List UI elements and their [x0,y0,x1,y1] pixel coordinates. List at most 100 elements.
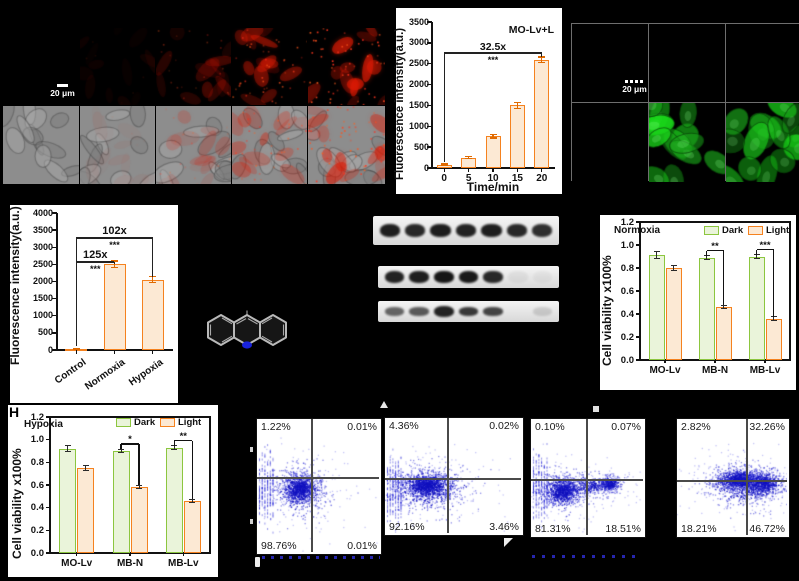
error-cap [64,451,71,453]
bar [534,60,550,168]
error-cap [753,254,760,256]
error-bar [67,445,69,452]
significance-stars: * [128,434,132,445]
quadrant-gate-horizontal [385,478,521,480]
quadrant-upper-right-label: 0.07% [611,421,641,433]
legend-label-light: Light [766,225,790,236]
fold-bracket [76,237,153,239]
bar-dark [165,447,183,553]
y-tick [52,349,57,351]
green-fluorescence-image [725,102,799,182]
red-fluorescence-image-canvas [232,28,307,105]
y-tick [45,484,50,486]
y-axis [431,22,433,169]
y-tick-label: 2000 [408,79,429,90]
sig-bracket-leg [120,444,122,449]
legend-swatch-dark [704,226,719,235]
flow-cytometry-plot-2: 4.36% 0.02% 92.16% 3.46% [384,417,524,536]
cell-viability-hypoxia-chart: 0.0 0.2 0.4 0.6 0.8 1.0 1.2 MO-Lv MB-N * MB-Lv ** Ce… [8,405,218,577]
quadrant-gate-vertical [311,419,313,552]
green-fluorescence-image-canvas [572,103,649,182]
x-category-label: 5 [465,173,472,184]
quadrant-lower-left-label: 81.31% [535,523,571,535]
error-cap [770,319,777,321]
y-tick-label: 4000 [32,207,53,218]
error-cap [720,308,727,310]
error-cap [703,255,710,257]
fold-label: 102x [102,225,127,237]
bar-light [130,487,148,553]
acridine-skeleton [207,310,287,349]
error-bar [706,255,708,260]
error-cap [653,258,660,260]
sig-bracket-leg [755,249,758,255]
sig-bracket [706,250,724,252]
scale-bar-label: 20 μm [622,84,647,94]
chart-title: Normoxia [614,225,661,236]
significance-stars: *** [487,54,499,65]
bar-dark [748,256,765,360]
quadrant-gate-horizontal [531,479,643,481]
scale-bar [625,80,645,83]
x-tick [443,168,445,172]
y-tick-label: 500 [413,141,429,152]
x-tick [129,553,131,556]
x-tick [492,168,494,172]
bar-dark [648,255,665,360]
x-tick [764,360,766,363]
error-bar [673,265,675,271]
legend-label-dark: Dark [722,225,744,236]
fold-bracket [76,261,115,263]
x-tick [541,168,543,172]
dark-field-image [725,23,799,103]
x-axis [56,349,173,351]
fold-bracket-leg [75,238,77,346]
error-cap [653,251,660,253]
dark-field-image [571,23,649,103]
significance-stars: *** [109,239,120,250]
western-blot-band [455,224,477,237]
x-tick [75,350,77,354]
panel-label-h: H [9,404,20,420]
error-bar [656,251,658,259]
error-bar [173,445,175,450]
x-category-label: MB-Lv [168,558,199,569]
brightfield-overlay-image-canvas [308,106,385,184]
scatter-points-canvas [385,418,521,533]
chemical-structure-acridine [197,307,297,358]
western-blot-strip [373,216,559,245]
brightfield-overlay-image [308,106,385,184]
y-tick [427,167,432,169]
x-tick [714,360,716,363]
red-fluorescence-image-canvas [156,28,231,105]
y-tick [427,125,432,127]
sig-bracket [174,439,193,442]
y-tick-label: 2000 [32,276,53,286]
error-bar [120,449,122,453]
y-tick-label: 1000 [32,310,53,321]
sig-bracket-leg [722,250,725,306]
western-blot-band [384,307,405,316]
western-blot-strip [378,301,559,322]
y-tick [45,461,50,463]
chart-title: MO-Lv+L [508,24,554,36]
quadrant-gate-vertical [586,419,588,535]
fold-bracket-leg [541,53,543,57]
scatter-points-canvas [257,419,379,552]
quadrant-gate-vertical [447,418,449,533]
bar [141,279,164,350]
x-category-label: MB-Lv [749,365,781,376]
dark-field-image-canvas [726,24,799,103]
brightfield-overlay-image [156,106,231,184]
sig-bracket-leg [705,250,708,256]
error-cap [72,348,80,350]
western-blot-band [532,224,553,237]
y-tick-label: 1500 [408,99,429,110]
y-tick-label: 0.6 [620,285,634,297]
x-tick [664,360,666,363]
y-tick-label: 0.8 [30,456,44,468]
bar-light [77,468,95,553]
quadrant-lower-left-label: 92.16% [389,521,425,533]
western-blot-band [433,271,454,283]
error-bar [468,156,470,159]
